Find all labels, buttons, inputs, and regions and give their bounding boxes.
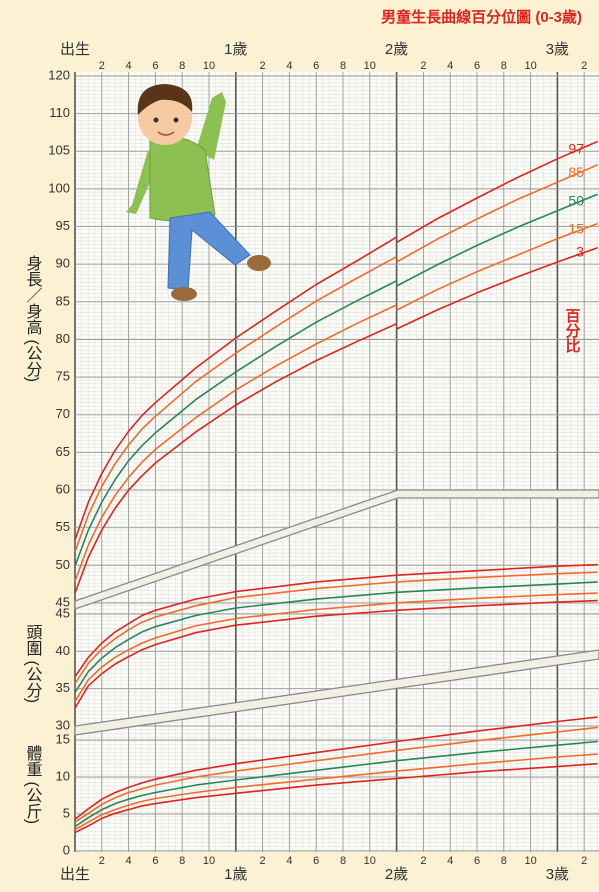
x-tick-label: 4 (447, 60, 453, 72)
x-tick-label: 2 (260, 855, 266, 867)
y-axis-title: 頭圍 (公分) (24, 624, 43, 703)
percentile-curve (74, 753, 598, 831)
x-tick-label: 10 (524, 855, 536, 867)
x-tick-label: 1歲 (224, 41, 247, 58)
x-tick-label: 2 (420, 855, 426, 867)
x-tick-label: 8 (501, 855, 507, 867)
percentile-label: 15 (568, 220, 584, 236)
percentile-curve (74, 164, 598, 553)
percentile-curve (74, 571, 598, 684)
y-tick-label: 80 (56, 331, 70, 346)
y-axis-title: 身長／身高 (公分) (24, 255, 43, 382)
y-tick-label: 70 (56, 406, 70, 421)
boy-illustration (126, 84, 271, 301)
x-tick-label: 2 (420, 60, 426, 72)
y-tick-label: 110 (49, 105, 70, 120)
percentile-curve (74, 193, 598, 567)
y-tick-label: 30 (56, 717, 70, 732)
y-tick-label: 90 (56, 256, 70, 271)
x-tick-label: 8 (340, 60, 346, 72)
percentile-label: 3 (576, 244, 584, 260)
percentile-curve (74, 716, 598, 820)
percentile-curve (74, 762, 598, 834)
x-tick-label: 2 (581, 855, 587, 867)
x-tick-label: 2歲 (385, 866, 408, 883)
x-tick-label: 2 (99, 60, 105, 72)
percentile-label: 85 (568, 164, 584, 180)
x-tick-label: 3歲 (546, 866, 569, 883)
chart-title: 男童生長曲線百分位圖 (0-3歲) (381, 8, 582, 26)
x-tick-label: 3歲 (546, 41, 569, 58)
percentile-curve (74, 726, 598, 823)
x-tick-label: 6 (313, 60, 319, 72)
annotation: 百分比 (564, 308, 581, 354)
x-tick-label: 10 (203, 855, 215, 867)
percentile-curve (74, 563, 598, 678)
percentile-curve (74, 140, 598, 541)
x-tick-label: 4 (126, 60, 132, 72)
y-tick-label: 120 (48, 67, 70, 82)
y-tick-label: 65 (56, 444, 70, 459)
y-tick-label: 0 (63, 842, 70, 857)
percentile-curve (74, 592, 598, 702)
x-tick-label: 10 (364, 855, 376, 867)
x-tick-label: 6 (474, 855, 480, 867)
x-tick-label: 8 (179, 60, 185, 72)
percentile-curve (74, 599, 598, 709)
percentile-label: 50 (568, 192, 584, 208)
y-tick-label: 10 (56, 768, 70, 783)
x-tick-label: 2 (260, 60, 266, 72)
y-tick-label: 55 (56, 519, 70, 534)
x-tick-label: 10 (364, 60, 376, 72)
x-tick-label: 出生 (60, 41, 90, 58)
y-axis-title: 體重 (公斤) (24, 745, 43, 824)
y-tick-label: 105 (48, 143, 70, 158)
y-tick-label: 40 (56, 643, 70, 658)
y-tick-label: 100 (48, 180, 70, 195)
x-tick-label: 4 (286, 60, 292, 72)
y-tick-label: 50 (56, 557, 70, 572)
x-tick-label: 4 (286, 855, 292, 867)
percentile-curve (74, 222, 598, 582)
y-tick-label: 5 (63, 805, 70, 820)
y-tick-label: 85 (56, 293, 70, 308)
x-tick-label: 6 (152, 855, 158, 867)
x-tick-label: 6 (313, 855, 319, 867)
x-tick-label: 8 (501, 60, 507, 72)
x-tick-label: 10 (203, 60, 215, 72)
y-tick-label: 45 (56, 594, 70, 609)
x-tick-label: 1歲 (224, 866, 247, 883)
percentile-curve (74, 246, 598, 594)
separator-band (74, 649, 599, 736)
x-tick-label: 出生 (60, 866, 90, 883)
separator-band (74, 489, 599, 610)
y-tick-label: 45 (56, 605, 70, 620)
x-tick-label: 8 (179, 855, 185, 867)
percentile-curve (74, 740, 598, 828)
y-tick-label: 75 (56, 369, 70, 384)
y-tick-label: 15 (56, 731, 70, 746)
x-tick-label: 8 (340, 855, 346, 867)
x-tick-label: 4 (447, 855, 453, 867)
x-tick-label: 4 (126, 855, 132, 867)
y-tick-label: 60 (56, 482, 70, 497)
x-tick-label: 6 (152, 60, 158, 72)
percentile-curve (74, 581, 598, 693)
x-tick-label: 10 (524, 60, 536, 72)
x-tick-label: 2 (99, 855, 105, 867)
x-tick-label: 6 (474, 60, 480, 72)
y-tick-label: 35 (56, 680, 70, 695)
percentile-label: 97 (568, 141, 584, 157)
x-tick-label: 2歲 (385, 41, 408, 58)
x-tick-label: 2 (581, 60, 587, 72)
y-tick-label: 95 (56, 218, 70, 233)
